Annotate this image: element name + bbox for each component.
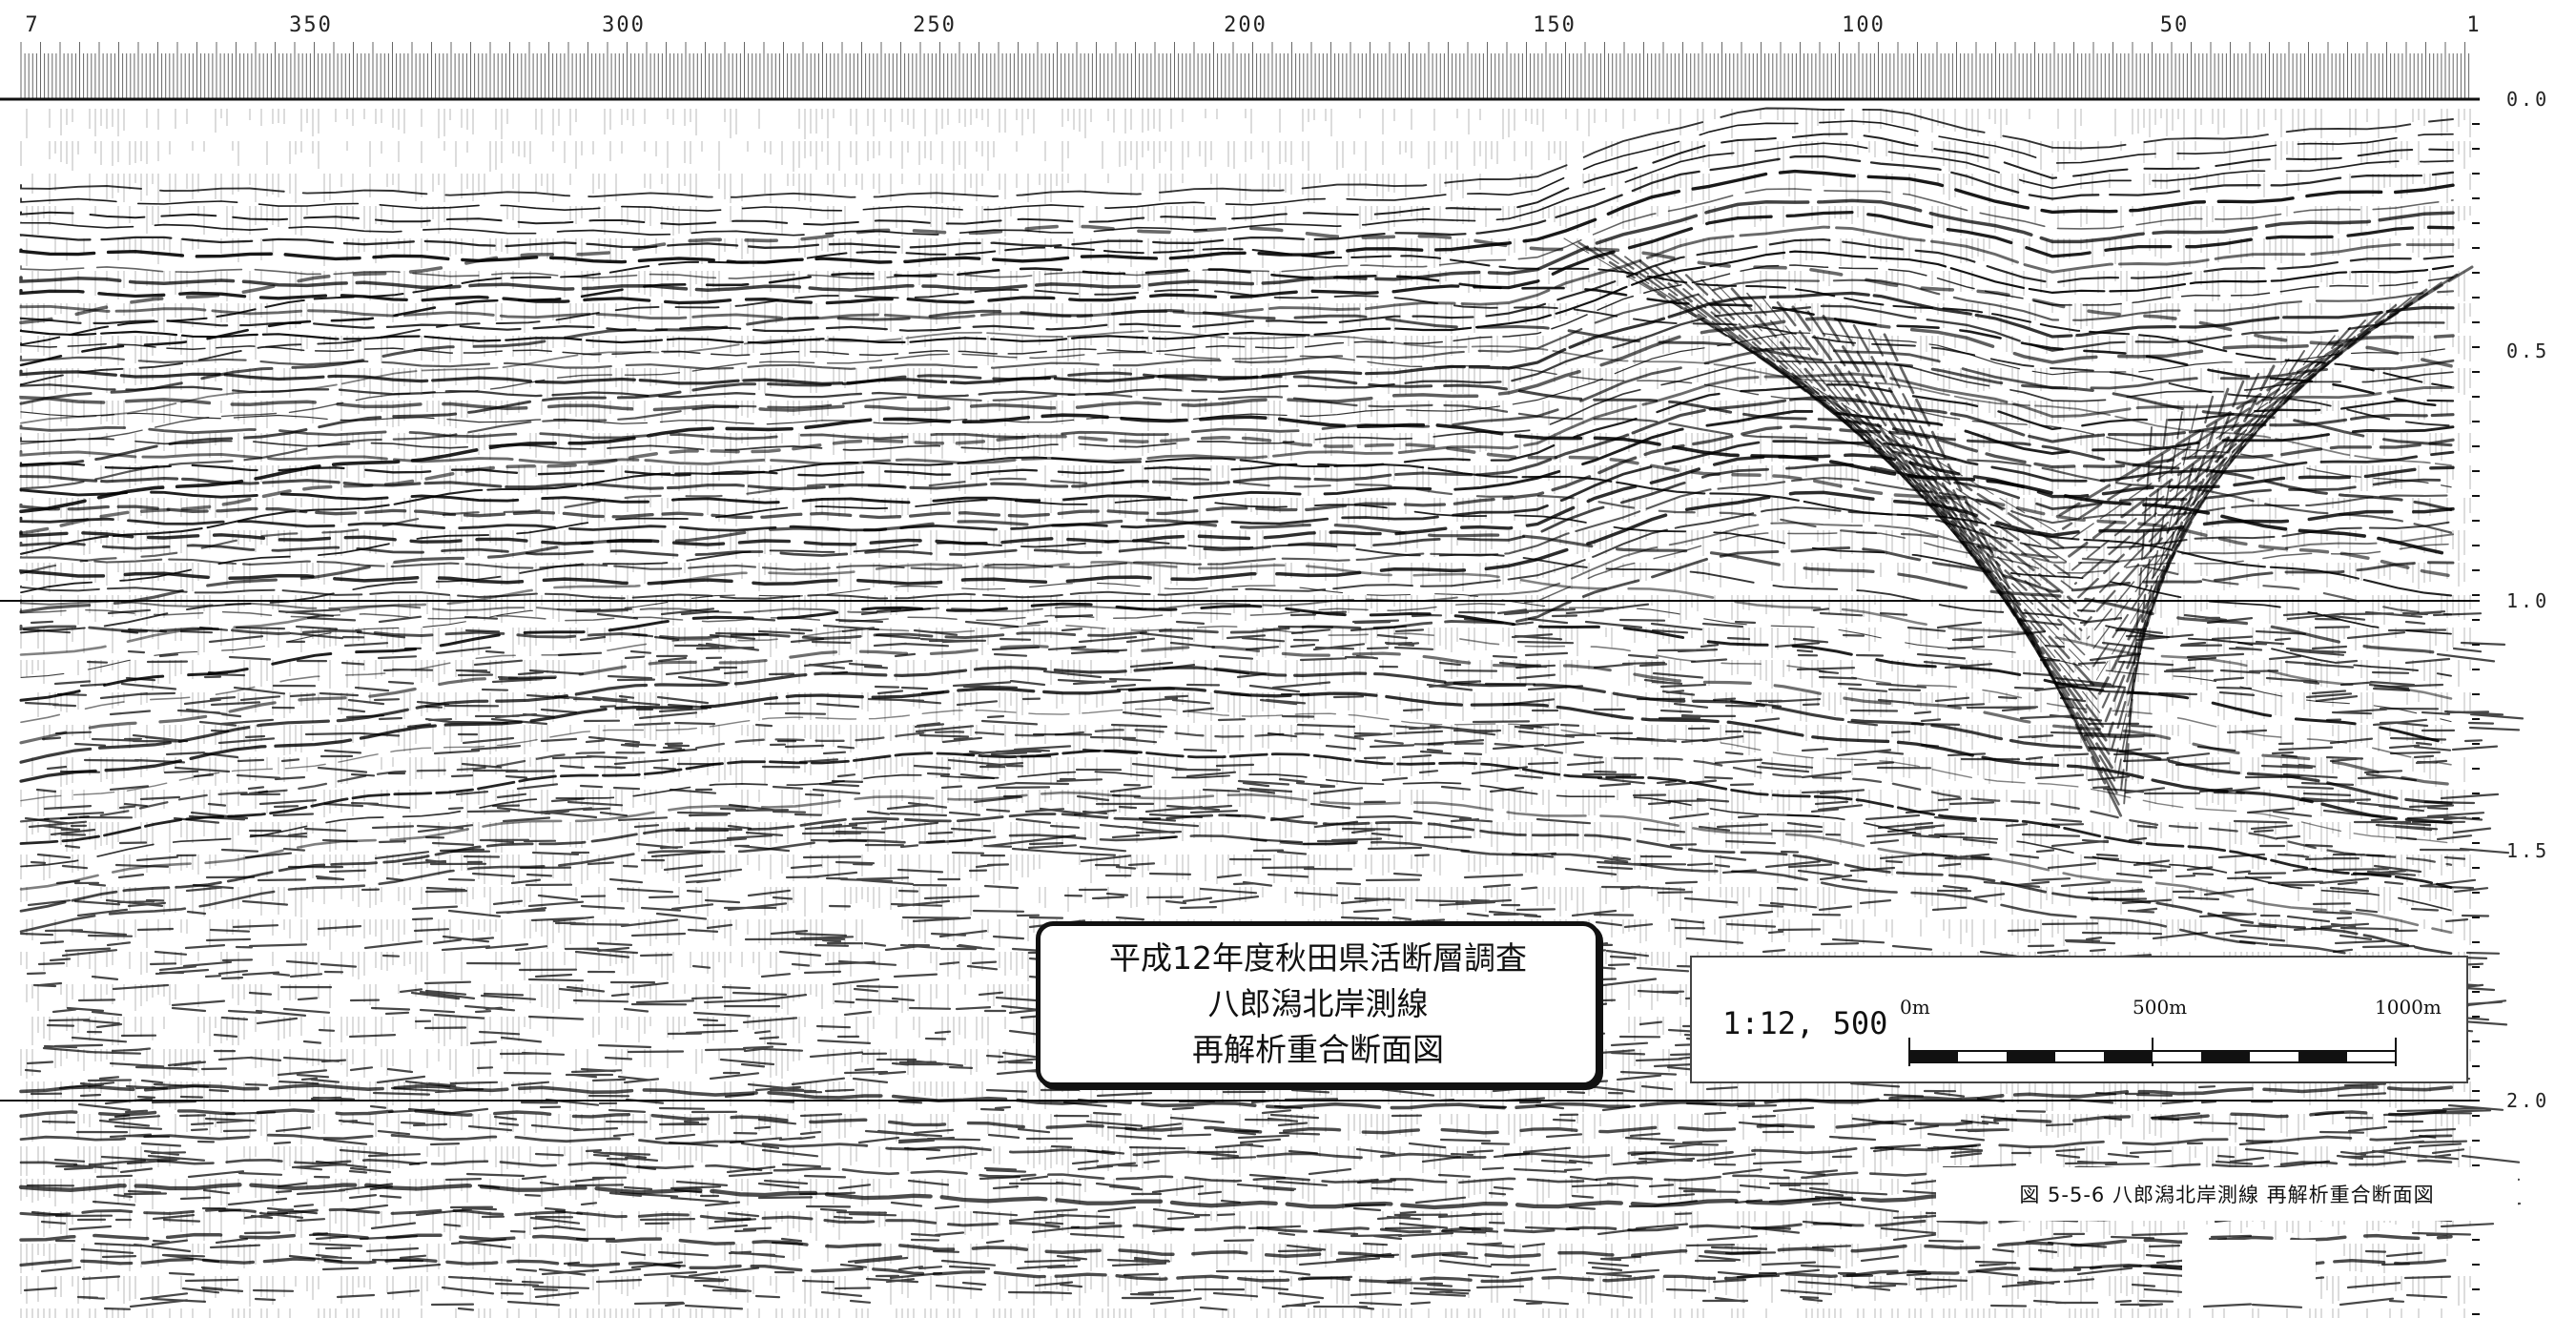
time-label-1-0: 1.0 [2506, 589, 2550, 612]
caption-box: 図 5-5-6 八郎潟北岸測線 再解析重合断面図 [1936, 1167, 2518, 1221]
time-label-0-0: 0.0 [2506, 88, 2550, 111]
time-gridlines [0, 98, 2480, 1102]
scale-bar [1908, 1038, 2397, 1066]
scale-ratio: 1:12, 500 [1722, 1005, 1888, 1041]
time-label-1-5: 1.5 [2506, 839, 2550, 862]
trace-ruler [0, 42, 2480, 101]
trace-label-1: 1 [2466, 13, 2482, 37]
title-line-3: 再解析重合断面図 [1192, 1031, 1444, 1068]
time-label-2-0: 2.0 [2506, 1089, 2550, 1112]
trace-label-150: 150 [1533, 13, 1577, 37]
time-ticks [2472, 98, 2480, 1315]
trace-label-50: 50 [2159, 13, 2190, 37]
trace-label-200: 200 [1224, 13, 1267, 37]
figure-caption: 図 5-5-6 八郎潟北岸測線 再解析重合断面図 [2019, 1184, 2435, 1206]
title-line-2: 八郎潟北岸測線 [1207, 985, 1429, 1022]
scale-box: 1:12, 500 0m 500m 1000m [1690, 956, 2468, 1083]
time-label-0-5: 0.5 [2506, 340, 2550, 362]
reflector-layers [19, 107, 2474, 975]
scale-label-end: 1000m [2375, 996, 2442, 1019]
trace-label-250: 250 [913, 13, 957, 37]
title-line-1: 平成12年度秋田県活断層調査 [1109, 939, 1527, 977]
trace-label-300: 300 [602, 13, 646, 37]
trace-label-350: 350 [289, 13, 333, 37]
blank-patch [2182, 1240, 2316, 1301]
scale-label-start: 0m [1900, 996, 1930, 1019]
trace-label-7: 7 [25, 13, 40, 37]
title-box: 平成12年度秋田県活断層調査 八郎潟北岸測線 再解析重合断面図 [1036, 921, 1600, 1087]
scale-label-mid: 500m [2133, 996, 2188, 1019]
trace-label-100: 100 [1842, 13, 1886, 37]
